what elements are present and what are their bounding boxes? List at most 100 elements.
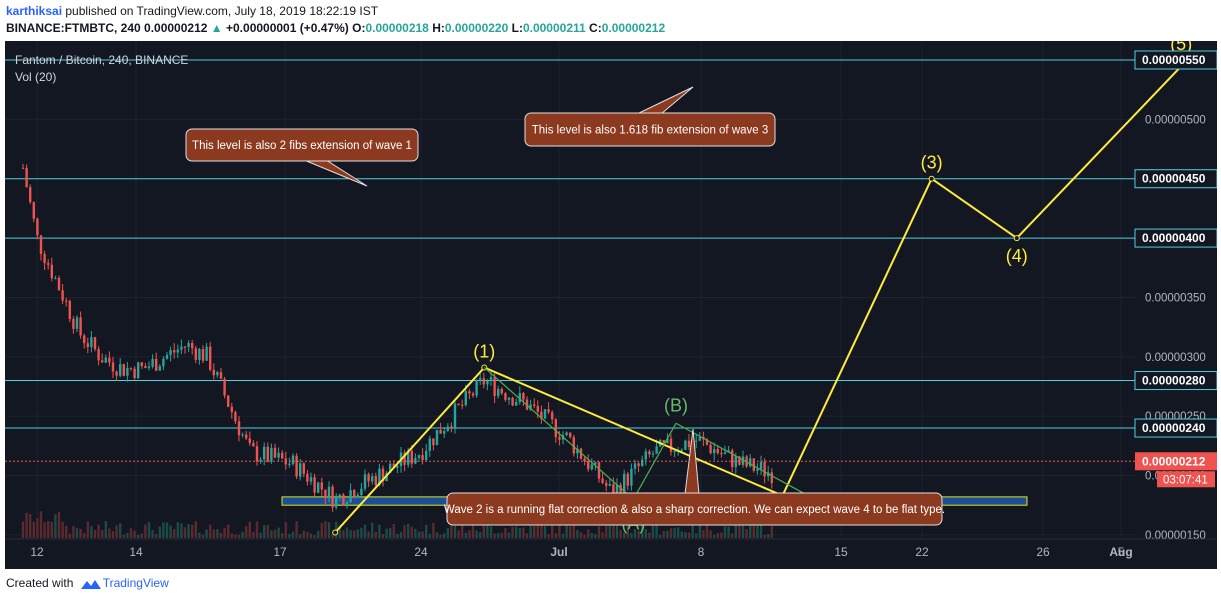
candle-body: [371, 476, 374, 482]
wave-point: [928, 175, 935, 182]
volume-bar: [194, 521, 197, 538]
volume-bar: [263, 525, 266, 538]
candle-body: [425, 450, 428, 460]
candle-body: [198, 348, 201, 360]
candle-body: [515, 402, 518, 406]
candle-body: [475, 379, 478, 396]
volume-bar: [461, 524, 464, 538]
candle-body: [619, 484, 622, 496]
volume-bar: [338, 525, 341, 538]
price-chart[interactable]: (1)(2)(3)(4)(5)(A)(B)(C) This level is a…: [5, 34, 1218, 569]
volume-bar: [763, 534, 766, 538]
volume-bar: [137, 534, 140, 538]
volume-bars: [21, 511, 773, 538]
candle-body: [209, 346, 212, 370]
volume-bar: [180, 523, 183, 538]
ohlc-bar: BINANCE:FTMBTC, 240 0.00000212 ▲ +0.0000…: [6, 21, 665, 35]
high-label: H:: [432, 21, 445, 35]
volume-bar: [176, 522, 179, 538]
candle-body: [738, 456, 741, 465]
volume-bar: [680, 531, 683, 538]
candle-body: [381, 468, 385, 482]
candle-body: [165, 354, 169, 359]
countdown-tag: [1157, 471, 1215, 488]
volume-bar: [446, 528, 449, 538]
callout-tail: [303, 159, 368, 187]
volume-bar: [255, 521, 259, 538]
candle-body: [115, 371, 118, 376]
volume-bar: [349, 530, 352, 538]
candle-body: [493, 377, 496, 397]
volume-bar: [230, 533, 233, 538]
volume-bar: [39, 511, 43, 538]
volume-bar: [518, 527, 521, 538]
volume-bar: [432, 522, 435, 538]
callout-tail: [684, 428, 700, 495]
volume-bar: [471, 522, 475, 538]
volume-bar: [122, 534, 125, 538]
candle-body: [695, 440, 698, 442]
candle-body: [356, 494, 359, 498]
candle-body: [21, 167, 25, 169]
volume-bar: [525, 533, 529, 538]
candle-body: [342, 494, 345, 506]
volume-bar: [623, 532, 626, 538]
annotation-callouts: This level is also 2 fibs extension of w…: [185, 86, 945, 526]
candle-body: [137, 362, 140, 378]
candle-body: [309, 477, 313, 482]
candle-body: [673, 450, 676, 452]
wave-point: [1013, 235, 1020, 242]
volume-bar: [475, 530, 478, 538]
candle-body: [633, 463, 637, 469]
candle-body: [36, 218, 39, 236]
candle-body: [439, 429, 442, 434]
volume-bar: [738, 522, 741, 538]
volume-bar: [745, 529, 748, 538]
tradingview-link[interactable]: TradingView: [102, 576, 169, 590]
price-change: +0.00000001 (+0.47%): [226, 21, 349, 35]
candle-body: [173, 350, 176, 353]
footer: Created with TradingView: [6, 576, 169, 590]
volume-bar: [281, 533, 284, 538]
candle-body: [306, 473, 309, 482]
volume-bar: [237, 534, 241, 538]
candle-body: [450, 426, 453, 428]
candle-body: [669, 438, 673, 452]
callout-text: Wave 2 is a running flat correction & al…: [444, 504, 945, 516]
candle-body: [457, 403, 460, 405]
volume-bar: [464, 532, 467, 538]
publish-text: published on TradingView.com, July 18, 2…: [62, 4, 379, 18]
volume-bar: [597, 526, 601, 538]
volume-bar: [119, 523, 122, 538]
volume-bar: [57, 512, 61, 538]
volume-bar: [201, 534, 205, 538]
volume-bar: [155, 534, 158, 538]
time-tick-label: 24: [414, 545, 428, 559]
volume-bar: [68, 533, 71, 538]
candle-body: [281, 452, 284, 459]
candle-body: [162, 358, 165, 367]
candle-body: [187, 343, 190, 347]
wave-segment: [1016, 59, 1188, 239]
volume-bar: [504, 528, 507, 538]
volume-bar: [428, 533, 431, 538]
volume-bar: [587, 529, 590, 538]
volume-bar: [453, 525, 457, 538]
chart-panel[interactable]: (1)(2)(3)(4)(5)(A)(B)(C) This level is a…: [5, 34, 1218, 569]
author-link[interactable]: karthiksai: [6, 4, 63, 18]
candle-body: [266, 446, 269, 462]
volume-bar: [198, 532, 201, 538]
volume-bar: [50, 521, 53, 538]
candle-body: [709, 444, 712, 454]
volume-bar: [277, 527, 280, 538]
volume-bar: [705, 522, 709, 538]
volume-bar: [741, 523, 745, 538]
volume-bar: [302, 530, 305, 538]
candle-body: [417, 455, 421, 458]
candle-body: [770, 472, 773, 484]
callout-text: This level is also 1.618 fib extension o…: [532, 125, 769, 137]
volume-bar: [421, 531, 424, 538]
candle-body: [641, 459, 644, 467]
volume-bar: [666, 530, 669, 538]
volume-bar: [533, 525, 536, 538]
